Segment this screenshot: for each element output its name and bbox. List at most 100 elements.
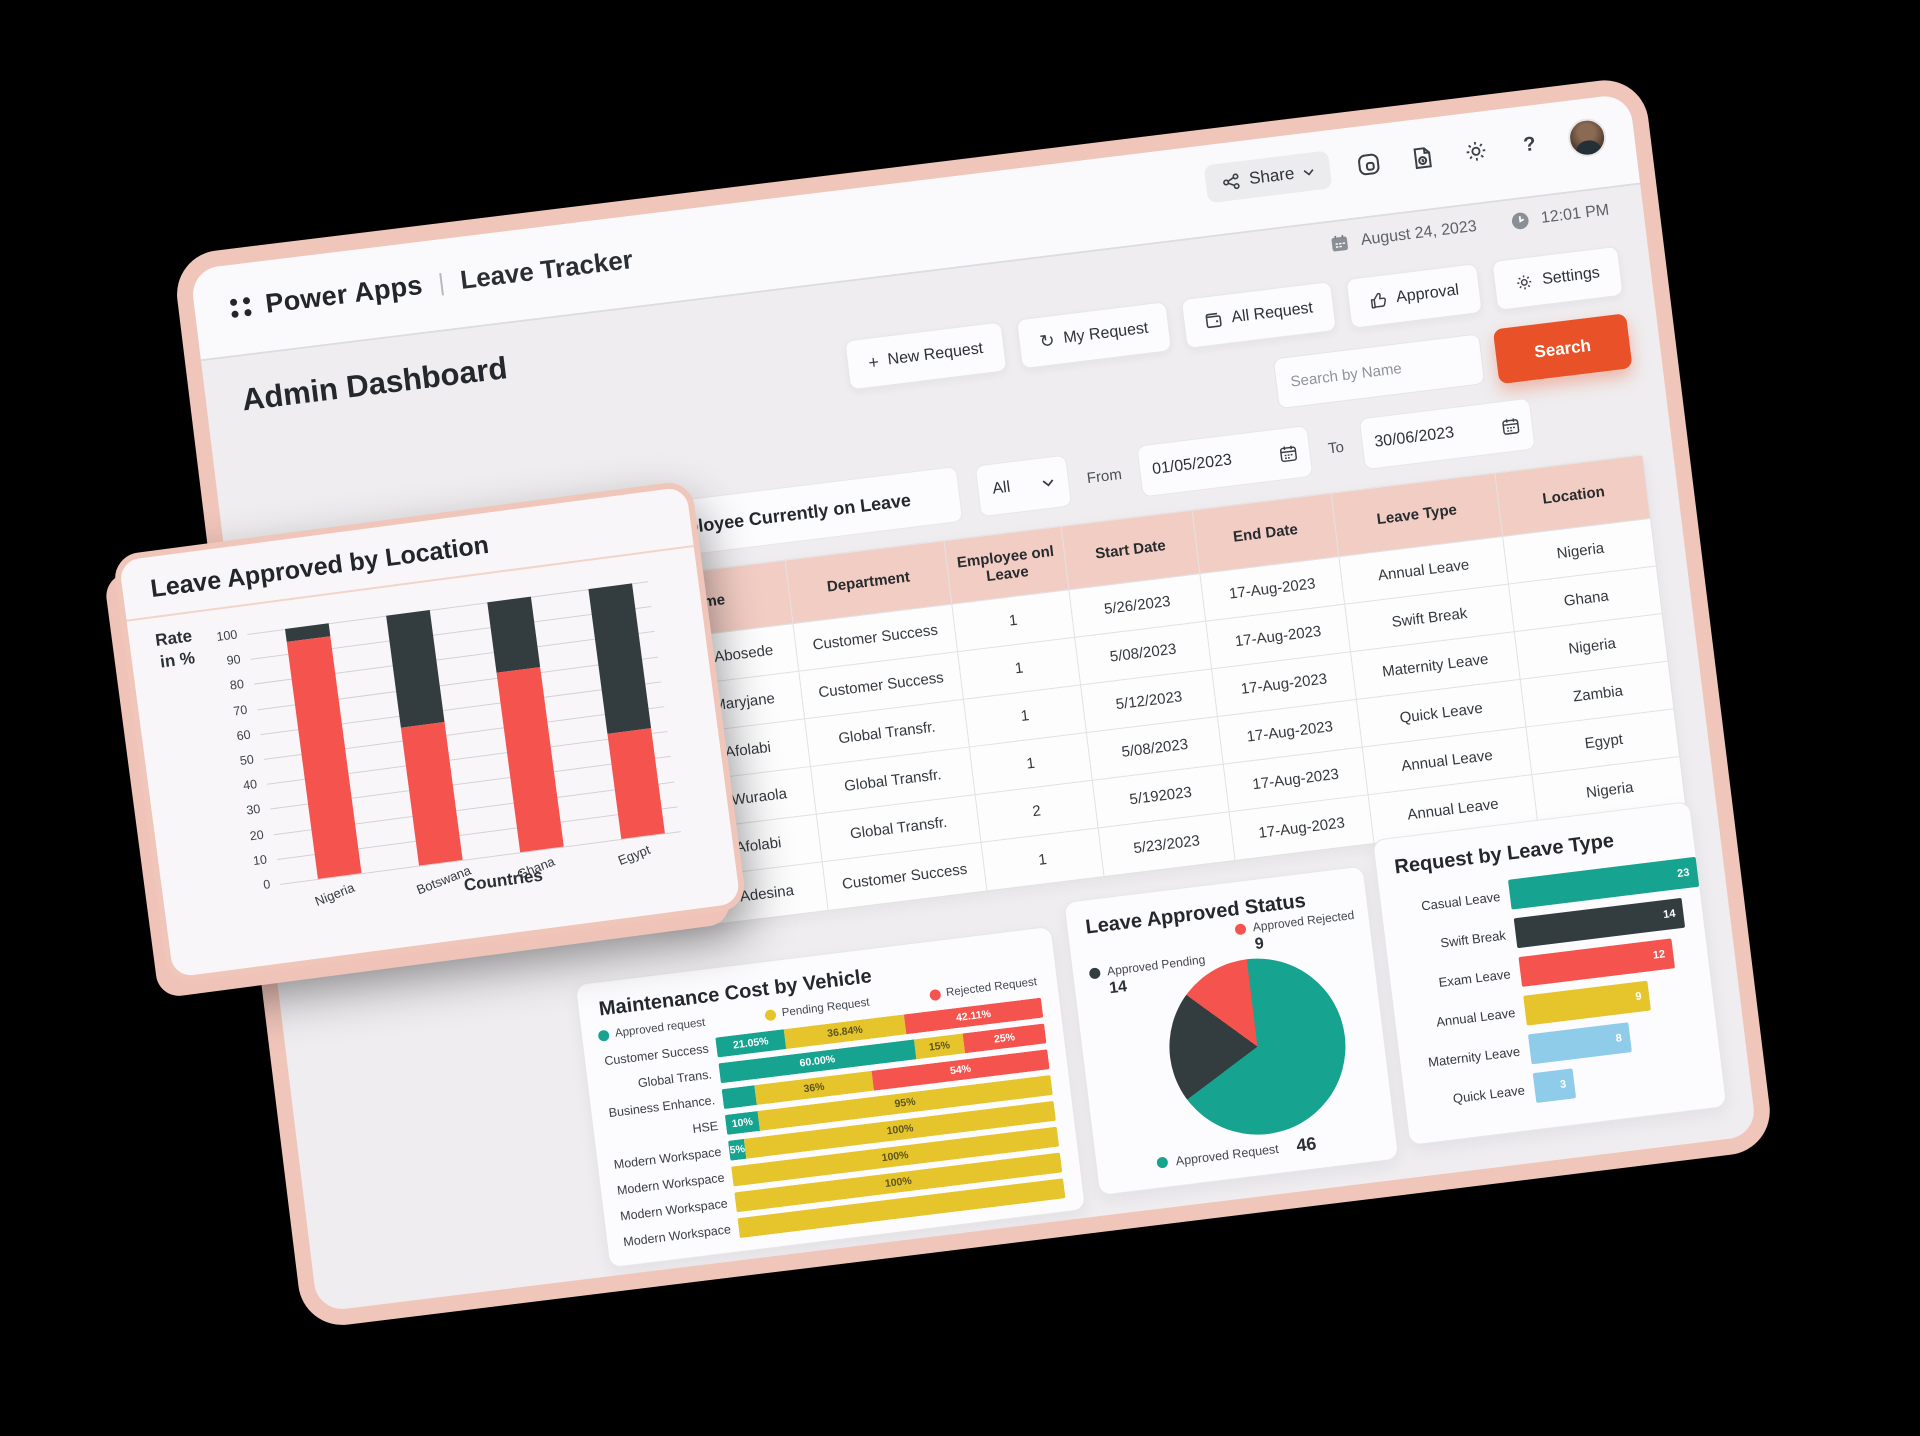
chevron-down-icon (1303, 168, 1314, 176)
x-tick-label: Egypt (615, 841, 653, 868)
thumbs-up-icon (1370, 292, 1387, 309)
plus-icon: + (867, 351, 881, 373)
legend-dot (928, 988, 941, 1001)
to-label: To (1327, 438, 1345, 457)
value-bar: 8 (1527, 1022, 1632, 1065)
column-segment-approved (607, 728, 665, 839)
column-segment-remainder (386, 610, 445, 729)
scope-dropdown[interactable]: All (974, 454, 1073, 518)
help-button[interactable]: ? (1513, 128, 1546, 161)
file-button[interactable] (1406, 141, 1439, 174)
x-tick-label: Nigeria (312, 879, 357, 909)
all-request-label: All Request (1230, 299, 1314, 327)
help-icon: ? (1522, 132, 1537, 156)
bar-category-label: Global Trans. (637, 1067, 713, 1091)
bar-segment: 15% (913, 1033, 966, 1060)
new-request-button[interactable]: + New Request (844, 321, 1007, 391)
legend-item: Pending Request (764, 997, 870, 1022)
wallet-icon (1205, 312, 1222, 329)
settings-button[interactable]: Settings (1491, 245, 1624, 311)
bar-category-label: Maternity Leave (1427, 1043, 1521, 1070)
all-request-button[interactable]: All Request (1181, 280, 1337, 349)
filter-row: Employee Currently on Leave All From 01/… (607, 396, 1536, 565)
y-tick-label: 10 (252, 852, 268, 868)
app-name: Power Apps (263, 269, 425, 319)
calendar-icon (1502, 418, 1520, 435)
power-apps-logo-icon (229, 296, 253, 319)
legend-item: Approved request (597, 1016, 706, 1042)
stacked-column (487, 596, 564, 853)
bar-category-label: Swift Break (1439, 927, 1507, 950)
bar-category-label: Casual Leave (1420, 888, 1502, 914)
stacked-column (285, 623, 362, 879)
y-tick-label: 90 (225, 652, 242, 669)
action-buttons-row: + New Request ↻ My Request All Request A… (844, 245, 1624, 391)
share-icon (1222, 172, 1240, 189)
share-label: Share (1248, 163, 1296, 189)
leave-by-location-card: Leave Approved by Location Rate in % Cou… (112, 479, 748, 985)
column-segment-approved (400, 722, 463, 866)
calendar-icon (1331, 234, 1348, 252)
stacked-column (386, 610, 463, 866)
y-tick-label: 50 (239, 752, 255, 768)
app-window-icon (1358, 153, 1380, 176)
bar-segment (721, 1085, 757, 1110)
y-tick-label: 60 (235, 727, 252, 744)
column-segment-remainder (588, 583, 652, 735)
current-date: August 24, 2023 (1359, 217, 1478, 249)
bar-segment: 10% (724, 1111, 760, 1135)
y-tick-label: 70 (232, 702, 249, 719)
settings-gear-button[interactable] (1459, 135, 1492, 168)
settings-label: Settings (1541, 264, 1601, 289)
new-request-label: New Request (886, 339, 985, 369)
approval-label: Approval (1395, 281, 1460, 307)
legend-label: Pending Request (781, 996, 871, 1020)
file-clock-icon (1413, 147, 1432, 170)
to-date-value: 30/06/2023 (1373, 424, 1456, 451)
y-tick-label: 30 (245, 802, 262, 818)
legend-item: Rejected Request (928, 976, 1038, 1001)
current-time: 12:01 PM (1540, 201, 1611, 227)
from-label: From (1085, 465, 1123, 487)
legend-approved-request: Approved Request 46 (1156, 1133, 1318, 1173)
leave-approved-status-card: Leave Approved Status Approved Pending 1… (1063, 865, 1400, 1196)
request-by-leave-type-card: Request by Leave Type Casual Leave 23 Swif… (1372, 801, 1728, 1146)
to-date-field[interactable]: 30/06/2023 (1358, 397, 1536, 471)
value-bar: 3 (1532, 1068, 1576, 1104)
bar-segment: 25% (962, 1023, 1047, 1054)
share-button[interactable]: Share (1203, 150, 1333, 204)
column-segment-remainder (487, 596, 541, 673)
approval-button[interactable]: Approval (1345, 263, 1483, 329)
datetime-row: August 24, 2023 12:01 PM (1329, 201, 1610, 254)
from-date-field[interactable]: 01/05/2023 (1136, 424, 1314, 498)
brand-divider: | (436, 268, 447, 297)
legend-dot (597, 1029, 610, 1042)
legend-label: Approved request (614, 1016, 706, 1040)
app-window-button[interactable] (1352, 148, 1385, 181)
user-avatar[interactable] (1565, 116, 1609, 159)
legend-dot (1088, 966, 1101, 980)
app-brand: Power Apps | Leave Tracker (229, 244, 634, 324)
bar-category-label: Business Enhance. (607, 1093, 716, 1121)
my-request-button[interactable]: ↻ My Request (1015, 301, 1173, 370)
legend-dot (764, 1008, 777, 1021)
legend-label: Approved Request (1174, 1141, 1280, 1168)
calendar-icon (1279, 445, 1298, 463)
value-bar: 9 (1523, 980, 1652, 1026)
search-button[interactable]: Search (1492, 313, 1633, 385)
bar-category-label: Modern Workspace (622, 1222, 732, 1250)
bar-category-label: Modern Workspace (613, 1144, 723, 1172)
refresh-clock-icon: ↻ (1038, 330, 1056, 352)
bar-category-label: Annual Leave (1435, 1004, 1517, 1030)
chevron-down-icon (1042, 479, 1054, 487)
scope-value: All (991, 478, 1012, 498)
module-name: Leave Tracker (458, 244, 635, 295)
stacked-column (588, 583, 665, 839)
search-input[interactable] (1272, 333, 1486, 410)
bar-category-label: Quick Leave (1452, 1081, 1526, 1106)
legend-label: Rejected Request (945, 976, 1038, 1000)
bar-category-label: HSE (691, 1118, 719, 1137)
app-header-strip: Power Apps | Leave Tracker Share (189, 93, 1641, 362)
y-axis-label: Rate in % (154, 626, 197, 672)
